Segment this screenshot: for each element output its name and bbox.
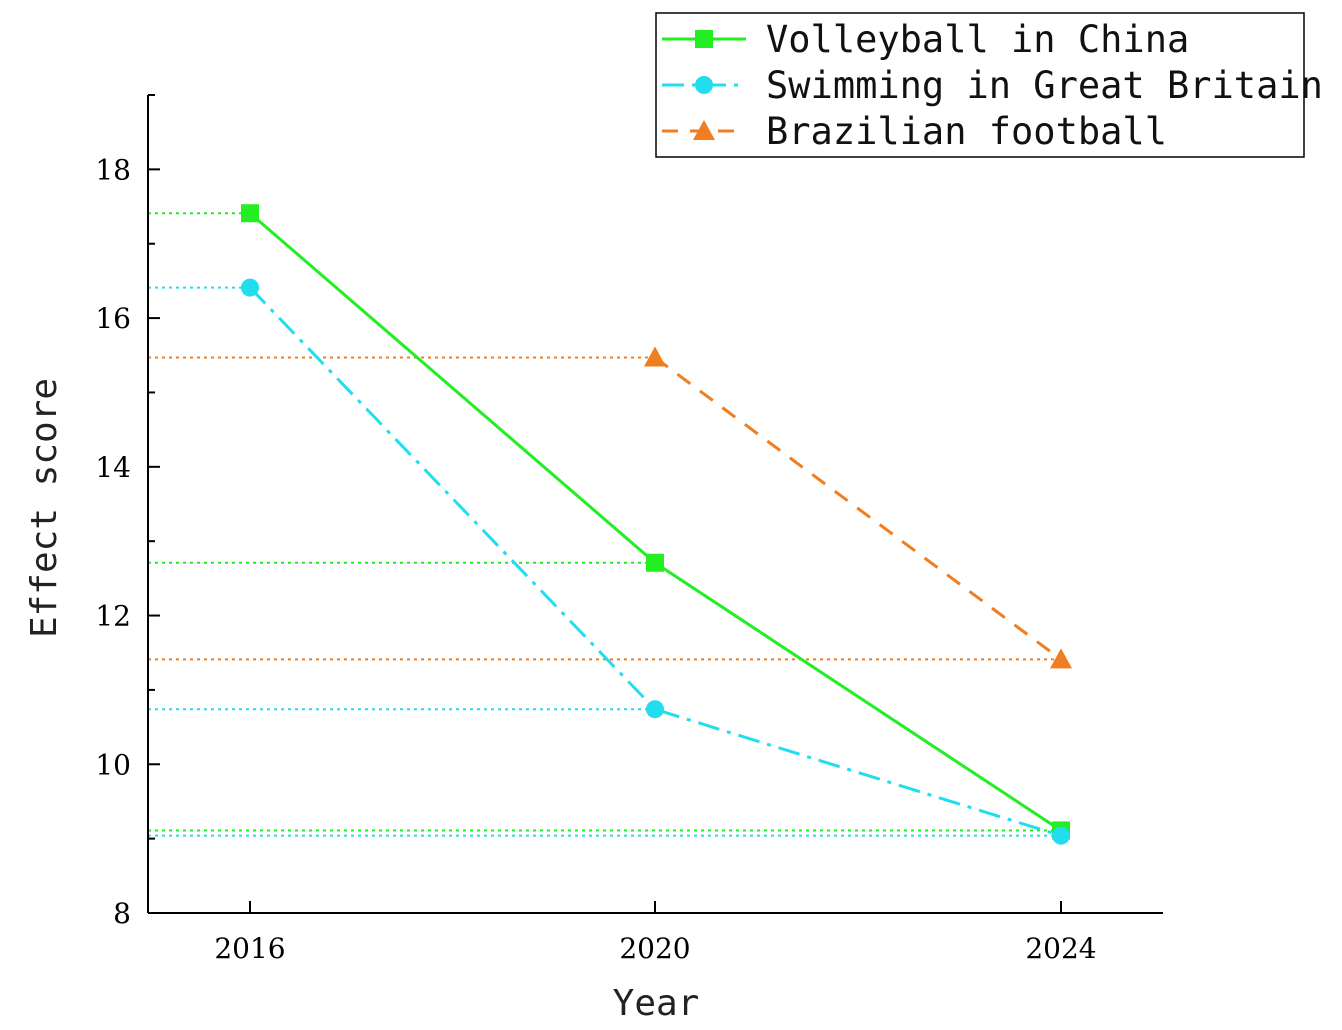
y-tick-label: 16 [95,302,131,335]
legend-swatch-marker [693,120,715,140]
legend-label: Volleyball in China [766,18,1189,61]
data-point [646,553,664,572]
y-axis-title: Effect score [24,378,65,638]
x-tick-label: 2016 [214,932,285,965]
data-point [241,278,259,297]
data-point [241,204,259,223]
data-point [1052,826,1070,845]
x-axis-title: Year [613,983,700,1024]
series-line [249,212,1062,832]
reference-lines [148,212,1061,837]
x-tick-label: 2024 [1025,932,1096,965]
axes: 8 10 12 14 16 18 2016 2020 2024 [95,94,1163,965]
series-layer [241,204,1072,845]
data-point [1050,648,1072,669]
y-tick-label: 8 [113,897,131,930]
data-point [644,346,666,367]
series-line [654,356,1062,661]
legend-swatch-marker [695,76,713,94]
legend-box [655,12,1305,158]
y-tick-label: 10 [95,748,131,781]
y-tick-label: 12 [95,600,131,633]
legend-label: Brazilian football [766,110,1167,153]
y-tick-label: 14 [95,451,131,484]
legend-swatch-marker [695,30,713,48]
x-tick-label: 2020 [619,932,690,965]
y-tick-label: 18 [95,153,131,186]
legend-label: Swimming in Great Britain [766,64,1323,107]
data-point [646,700,664,719]
